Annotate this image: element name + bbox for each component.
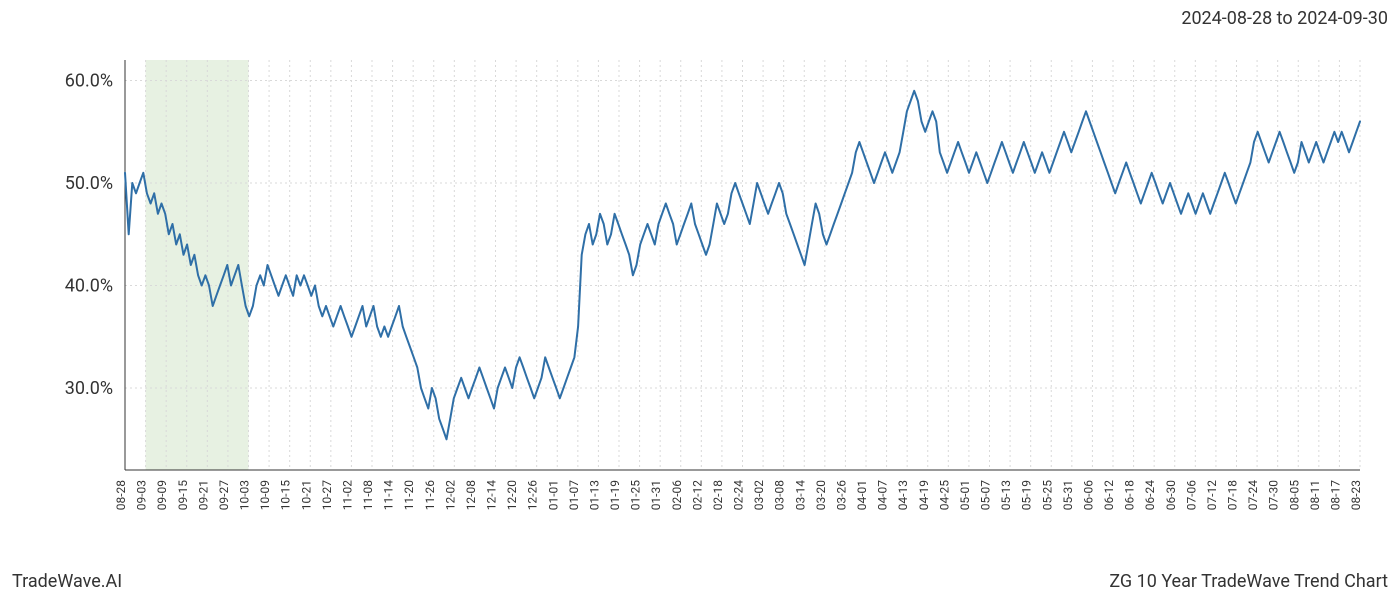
svg-text:05-25: 05-25 bbox=[1040, 480, 1054, 511]
svg-text:10-21: 10-21 bbox=[299, 480, 313, 510]
svg-text:02-06: 02-06 bbox=[670, 480, 684, 511]
svg-text:12-20: 12-20 bbox=[505, 480, 519, 511]
svg-text:07-30: 07-30 bbox=[1267, 480, 1281, 511]
svg-text:04-01: 04-01 bbox=[855, 480, 869, 510]
svg-text:07-06: 07-06 bbox=[1184, 480, 1198, 511]
svg-text:50.0%: 50.0% bbox=[65, 173, 113, 194]
svg-text:03-26: 03-26 bbox=[834, 480, 848, 511]
svg-text:01-07: 01-07 bbox=[567, 480, 581, 511]
svg-text:08-11: 08-11 bbox=[1308, 480, 1322, 510]
brand-label: TradeWave.AI bbox=[12, 571, 122, 592]
svg-text:03-20: 03-20 bbox=[814, 480, 828, 511]
svg-text:10-09: 10-09 bbox=[258, 480, 272, 510]
svg-text:03-08: 03-08 bbox=[773, 480, 787, 511]
svg-text:09-21: 09-21 bbox=[196, 480, 210, 510]
svg-text:40.0%: 40.0% bbox=[65, 276, 113, 297]
svg-text:11-02: 11-02 bbox=[340, 480, 354, 511]
svg-text:11-20: 11-20 bbox=[402, 480, 416, 511]
svg-text:12-08: 12-08 bbox=[464, 480, 478, 511]
svg-text:01-25: 01-25 bbox=[629, 480, 643, 511]
svg-text:01-31: 01-31 bbox=[649, 480, 663, 510]
svg-text:12-14: 12-14 bbox=[485, 480, 499, 511]
svg-text:01-01: 01-01 bbox=[546, 480, 560, 510]
svg-text:03-14: 03-14 bbox=[793, 480, 807, 511]
svg-text:04-25: 04-25 bbox=[937, 480, 951, 511]
svg-text:06-30: 06-30 bbox=[1164, 480, 1178, 511]
svg-text:05-07: 05-07 bbox=[979, 480, 993, 511]
svg-text:11-26: 11-26 bbox=[423, 480, 437, 511]
svg-text:09-03: 09-03 bbox=[135, 480, 149, 510]
svg-text:12-26: 12-26 bbox=[526, 480, 540, 511]
svg-text:10-03: 10-03 bbox=[238, 480, 252, 510]
trend-chart: 30.0% 40.0% 50.0% 60.0% 08-28 09-03 09-09 09-15… bbox=[20, 40, 1380, 560]
svg-text:60.0%: 60.0% bbox=[65, 71, 113, 92]
svg-text:06-24: 06-24 bbox=[1143, 480, 1157, 511]
svg-text:10-15: 10-15 bbox=[279, 480, 293, 511]
svg-text:03-02: 03-02 bbox=[752, 480, 766, 511]
svg-text:05-13: 05-13 bbox=[999, 480, 1013, 510]
svg-text:04-19: 04-19 bbox=[917, 480, 931, 510]
svg-text:12-02: 12-02 bbox=[443, 480, 457, 511]
svg-text:05-01: 05-01 bbox=[958, 480, 972, 510]
svg-text:09-27: 09-27 bbox=[217, 480, 231, 511]
svg-text:04-07: 04-07 bbox=[876, 480, 890, 511]
svg-text:05-31: 05-31 bbox=[1061, 480, 1075, 510]
svg-text:06-12: 06-12 bbox=[1102, 480, 1116, 511]
svg-text:01-13: 01-13 bbox=[587, 480, 601, 510]
svg-text:06-06: 06-06 bbox=[1081, 480, 1095, 511]
date-range-label: 2024-08-28 to 2024-09-30 bbox=[1181, 8, 1388, 29]
svg-text:02-24: 02-24 bbox=[732, 480, 746, 511]
svg-text:06-18: 06-18 bbox=[1123, 480, 1137, 511]
svg-text:02-18: 02-18 bbox=[711, 480, 725, 511]
svg-text:07-24: 07-24 bbox=[1246, 480, 1260, 511]
svg-text:11-14: 11-14 bbox=[382, 480, 396, 511]
svg-text:11-08: 11-08 bbox=[361, 480, 375, 511]
svg-text:08-05: 08-05 bbox=[1287, 480, 1301, 511]
svg-text:08-28: 08-28 bbox=[114, 480, 128, 511]
svg-text:01-19: 01-19 bbox=[608, 480, 622, 510]
svg-text:10-27: 10-27 bbox=[320, 480, 334, 511]
svg-text:08-17: 08-17 bbox=[1328, 480, 1342, 511]
svg-text:07-18: 07-18 bbox=[1226, 480, 1240, 511]
svg-text:09-15: 09-15 bbox=[176, 480, 190, 511]
svg-text:09-09: 09-09 bbox=[155, 480, 169, 510]
svg-text:02-12: 02-12 bbox=[690, 480, 704, 511]
svg-text:30.0%: 30.0% bbox=[65, 378, 113, 399]
svg-text:07-12: 07-12 bbox=[1205, 480, 1219, 511]
svg-text:08-23: 08-23 bbox=[1349, 480, 1363, 510]
svg-text:05-19: 05-19 bbox=[1020, 480, 1034, 510]
chart-title: ZG 10 Year TradeWave Trend Chart bbox=[1109, 571, 1388, 592]
svg-text:04-13: 04-13 bbox=[896, 480, 910, 510]
